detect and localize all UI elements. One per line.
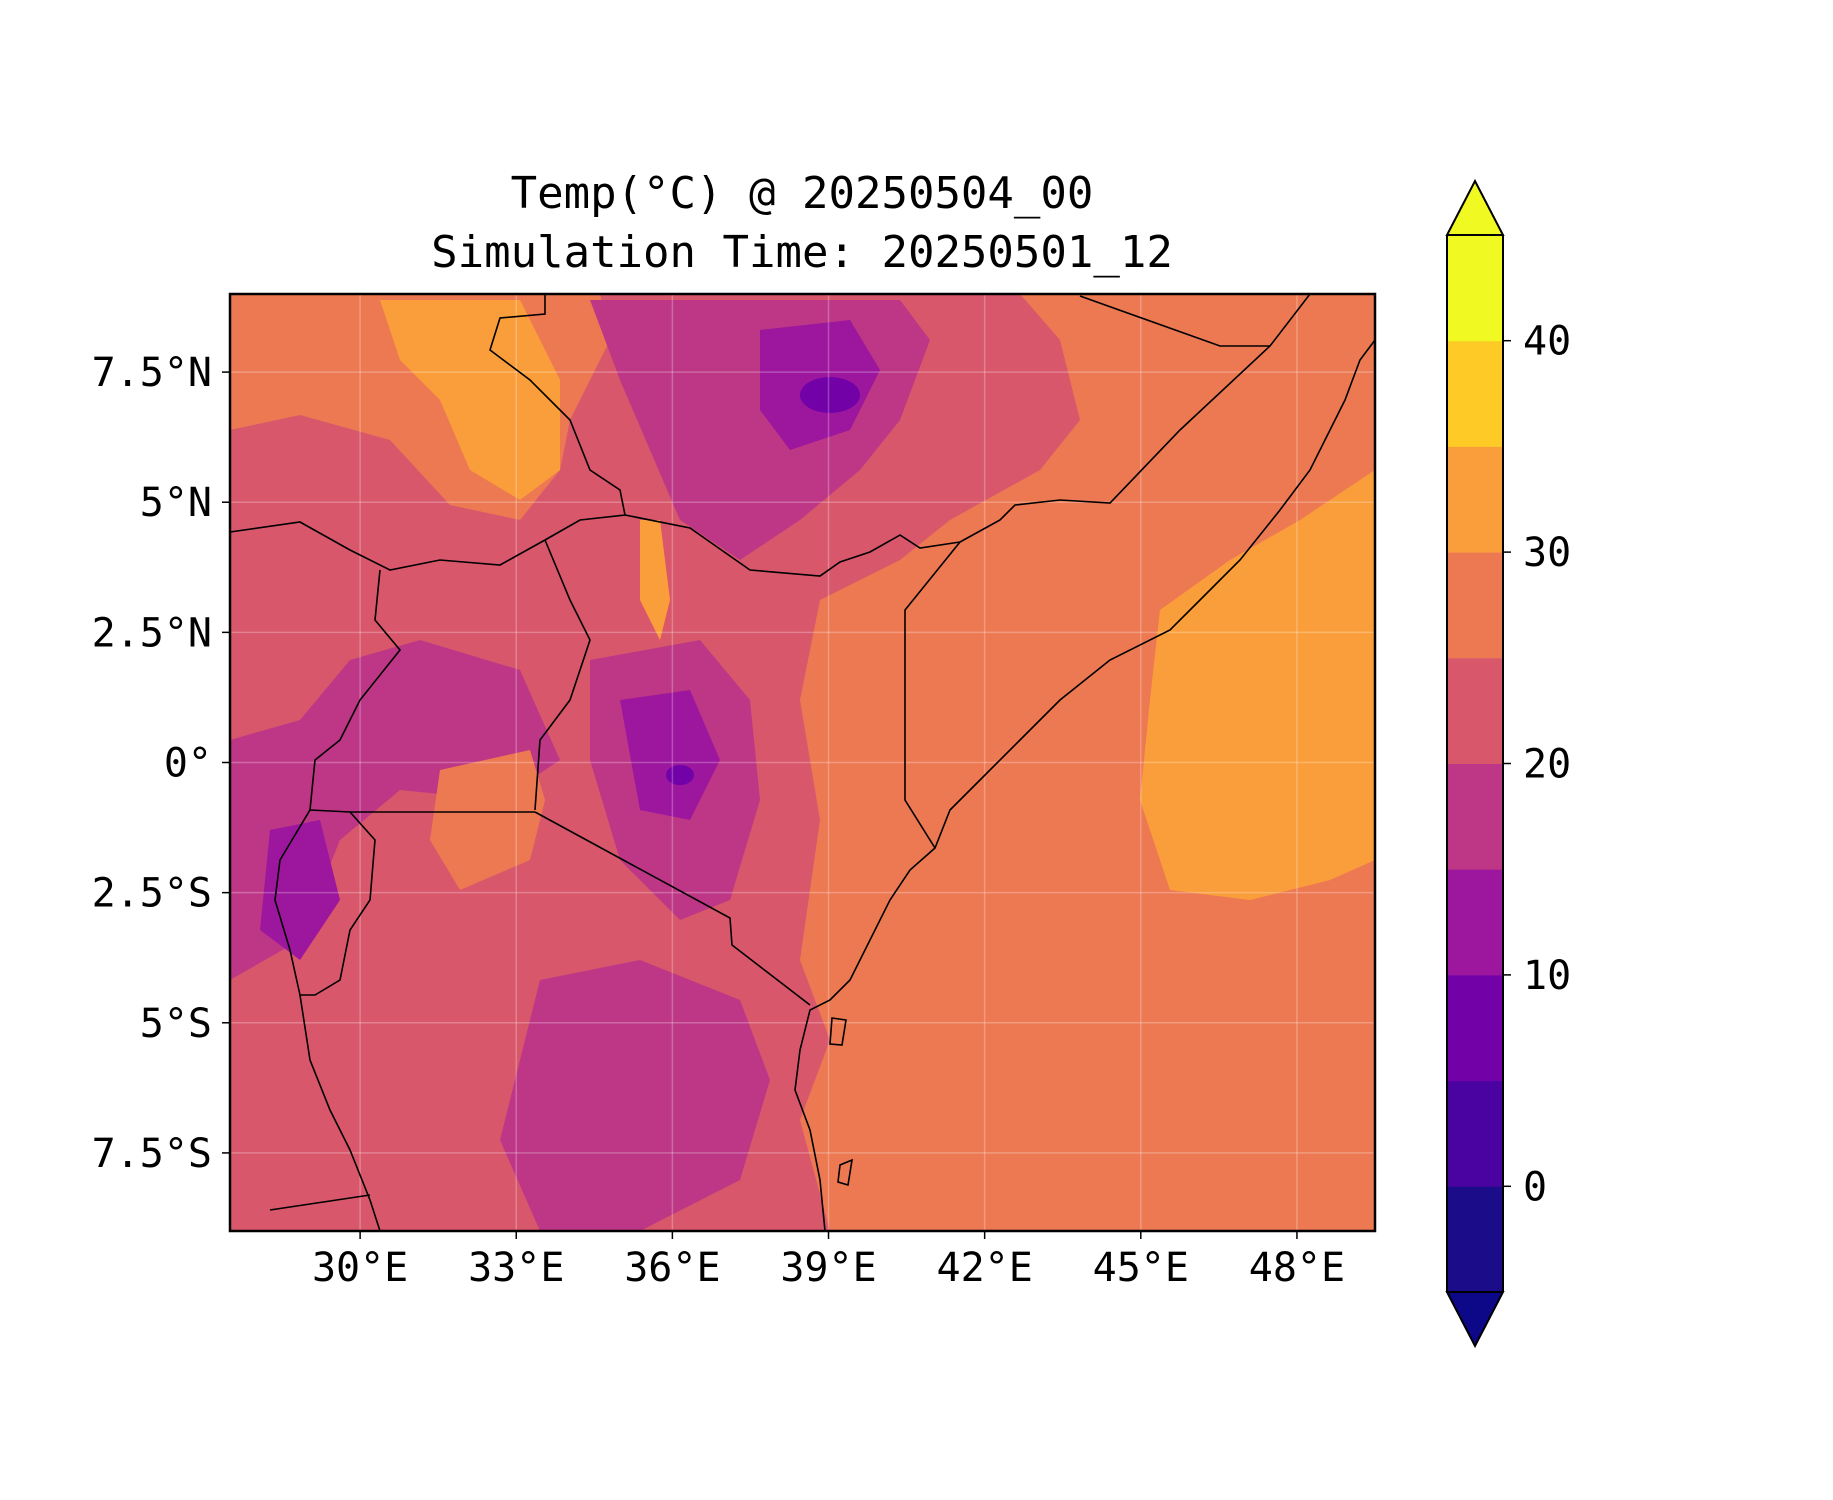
border-uganda-drc — [309, 569, 402, 811]
colorbar-tick-label: 40 — [1523, 319, 1571, 365]
border-ethiopia-somalia — [959, 294, 1311, 543]
temp-zone-5-10-kenya — [666, 765, 694, 785]
border-zambia-tanzania — [269, 1194, 371, 1211]
x-tick-label: 45°E — [1093, 1245, 1189, 1291]
temp-zone-15-20-tanzania — [500, 960, 770, 1231]
gridlines — [230, 294, 1375, 1231]
border-lake-tanganyika — [299, 994, 381, 1231]
colorbar-segment — [1447, 657, 1503, 764]
x-tick-label: 33°E — [468, 1245, 564, 1291]
border-sudan-uganda — [230, 521, 546, 571]
country-borders — [230, 294, 1375, 1231]
temp-zone-30-35-north — [380, 300, 560, 500]
y-tick-label: 0° — [164, 741, 212, 787]
x-tick-label: 30°E — [312, 1245, 408, 1291]
colorbar-segment — [1447, 235, 1503, 342]
colorbar-segment — [1447, 552, 1503, 659]
pemba-island — [837, 1158, 854, 1187]
colorbar-segment — [1447, 974, 1503, 1082]
x-tick-label: 36°E — [624, 1245, 720, 1291]
temp-zone-10-15-kenya — [620, 690, 720, 820]
temp-zone-30-35-rift — [640, 520, 670, 640]
temp-zone-30-35-east — [1140, 470, 1375, 900]
zanzibar-island — [829, 1017, 847, 1046]
border-uganda-kenya — [534, 539, 591, 811]
colorbar-segment — [1447, 869, 1503, 976]
title-line-2: Simulation Time: 20250501_12 — [431, 227, 1173, 278]
border-kenya-tanzania — [534, 811, 811, 1006]
map-area — [230, 294, 1375, 1231]
y-tick-label: 7.5°S — [92, 1131, 212, 1177]
x-tick-label: 39°E — [780, 1245, 876, 1291]
colorbar-segment — [1447, 1186, 1503, 1293]
x-tick-label: 48°E — [1249, 1245, 1345, 1291]
colorbar-segment — [1447, 1080, 1503, 1187]
colorbar-tick-label: 10 — [1523, 953, 1571, 999]
y-tick-label: 5°N — [140, 480, 212, 526]
y-tick-label: 5°S — [140, 1001, 212, 1047]
y-tick-label: 2.5°S — [92, 871, 212, 917]
border-rwanda-burundi — [274, 809, 376, 996]
lake-victoria-zone — [430, 750, 545, 890]
colorbar: 0 10 20 30 40 — [1445, 178, 1571, 1349]
x-axis-ticks: 30°E 33°E 36°E 39°E 42°E 45°E 48°E — [312, 1231, 1345, 1291]
temp-zone-5-10-ethiopia — [800, 377, 860, 413]
title-line-1: Temp(°C) @ 20250504_00 — [511, 168, 1094, 219]
coastline-somalia-kenya-tanzania — [794, 339, 1375, 1231]
x-tick-label: 42°E — [936, 1245, 1032, 1291]
border-ethiopia-somaliland — [1079, 295, 1270, 347]
colorbar-tick-label: 20 — [1523, 742, 1571, 788]
border-ethiopia-kenya — [624, 514, 961, 577]
colorbar-extend-max — [1445, 178, 1505, 236]
border-south-sudan-ethiopia — [489, 294, 626, 541]
temp-zone-10-15-rwanda — [260, 820, 340, 960]
colorbar-tick-label: 0 — [1523, 1164, 1547, 1210]
y-tick-label: 7.5°N — [92, 350, 212, 396]
y-axis-ticks: 7.5°N 5°N 2.5°N 0° 2.5°S 5°S 7.5°S — [92, 350, 230, 1177]
colorbar-tick-label: 30 — [1523, 530, 1571, 576]
border-kenya-somalia — [904, 541, 961, 849]
colorbar-segment — [1447, 446, 1503, 553]
colorbar-segment — [1447, 763, 1503, 870]
y-tick-label: 2.5°N — [92, 610, 212, 656]
colorbar-segment — [1447, 340, 1503, 447]
colorbar-extend-min — [1445, 1291, 1505, 1349]
